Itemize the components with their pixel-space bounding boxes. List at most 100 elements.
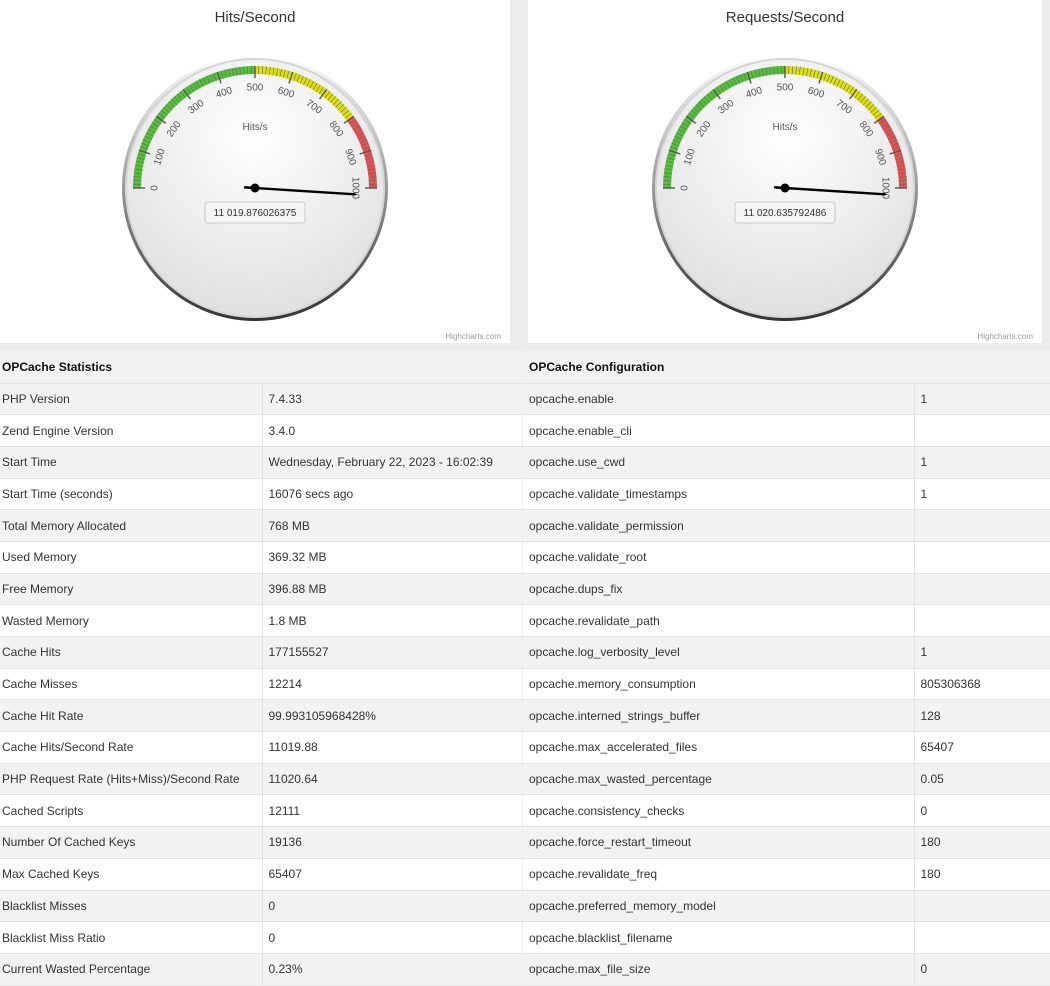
row-key: opcache.validate_timestamps [523, 478, 914, 510]
table-row: opcache.memory_consumption 805306368 [523, 668, 1050, 700]
table-row: Current Wasted Percentage 0.23% [0, 953, 522, 985]
row-key: opcache.max_accelerated_files [523, 732, 914, 764]
gauge-pivot [781, 184, 790, 193]
row-key: Cache Hits/Second Rate [0, 732, 262, 764]
row-value: 16076 secs ago [262, 478, 522, 510]
row-value: 0.05 [914, 763, 1050, 795]
row-value [914, 922, 1050, 954]
table-row: Total Memory Allocated 768 MB [0, 510, 522, 542]
table-row: Free Memory 396.88 MB [0, 573, 522, 605]
table-row: opcache.validate_permission [523, 510, 1050, 542]
hits-per-second-gauge-panel: Hits/Second 0 100 200 300 400 500 600 700 800 900 1… [0, 0, 510, 343]
table-row: Wasted Memory 1.8 MB [0, 605, 522, 637]
table-row: Start Time (seconds) 16076 secs ago [0, 478, 522, 510]
table-row: opcache.max_file_size 0 [523, 953, 1050, 985]
row-key: opcache.enable [523, 383, 914, 415]
row-key: Cache Hit Rate [0, 700, 262, 732]
row-key: opcache.validate_root [523, 541, 914, 573]
table-row: Cache Hits 177155527 [0, 637, 522, 669]
table-row: opcache.validate_timestamps 1 [523, 478, 1050, 510]
row-key: Cached Scripts [0, 795, 262, 827]
table-row: opcache.consistency_checks 0 [523, 795, 1050, 827]
table-row: PHP Request Rate (Hits+Miss)/Second Rate… [0, 763, 522, 795]
row-value [914, 605, 1050, 637]
row-value: 0 [262, 922, 522, 954]
gauge-title: Hits/Second [215, 9, 296, 26]
row-value [914, 415, 1050, 447]
table-row: Zend Engine Version 3.4.0 [0, 415, 522, 447]
row-value: 396.88 MB [262, 573, 522, 605]
row-value [914, 510, 1050, 542]
row-key: Total Memory Allocated [0, 510, 262, 542]
row-value: 0.23% [262, 953, 522, 985]
table-row: opcache.force_restart_timeout 180 [523, 827, 1050, 859]
table-row: opcache.use_cwd 1 [523, 446, 1050, 478]
table-row: Max Cached Keys 65407 [0, 858, 522, 890]
row-key: Start Time [0, 446, 262, 478]
table-row: opcache.preferred_memory_model [523, 890, 1050, 922]
row-key: Cache Hits [0, 637, 262, 669]
gauge-value-label: 11 020.635792486 [744, 208, 827, 219]
row-value: 805306368 [914, 668, 1050, 700]
hits-per-second-gauge: Hits/Second0100200300400 500 6007008009001… [0, 0, 510, 343]
row-value: 65407 [262, 858, 522, 890]
row-key: Zend Engine Version [0, 415, 262, 447]
gauge-tick-label: 500 [777, 83, 794, 94]
row-key: Used Memory [0, 541, 262, 573]
row-key: opcache.enable_cli [523, 415, 914, 447]
row-key: opcache.use_cwd [523, 446, 914, 478]
row-value: 180 [914, 827, 1050, 859]
row-value: 19136 [262, 827, 522, 859]
table-row: opcache.log_verbosity_level 1 [523, 637, 1050, 669]
row-value: 3.4.0 [262, 415, 522, 447]
gauge-title: Requests/Second [726, 9, 844, 26]
row-key: opcache.max_wasted_percentage [523, 763, 914, 795]
table-row: opcache.revalidate_path [523, 605, 1050, 637]
row-key: PHP Version [0, 383, 262, 415]
row-value: 7.4.33 [262, 383, 522, 415]
table-row: Start Time Wednesday, February 22, 2023 -… [0, 446, 522, 478]
table-row: Cache Hits/Second Rate 11019.88 [0, 732, 522, 764]
row-value: 1 [914, 383, 1050, 415]
row-value: 128 [914, 700, 1050, 732]
row-key: Number Of Cached Keys [0, 827, 262, 859]
row-key: opcache.max_file_size [523, 953, 914, 985]
row-key: opcache.revalidate_freq [523, 858, 914, 890]
row-value: 11020.64 [262, 763, 522, 795]
row-key: opcache.interned_strings_buffer [523, 700, 914, 732]
row-value [914, 890, 1050, 922]
row-key: opcache.blacklist_filename [523, 922, 914, 954]
row-key: opcache.consistency_checks [523, 795, 914, 827]
requests-per-second-gauge-panel: Requests/Second 0 100 200 300 400 500 600 700 800… [528, 0, 1042, 343]
row-key: Cache Misses [0, 668, 262, 700]
table-row: Blacklist Miss Ratio 0 [0, 922, 522, 954]
row-value: 1 [914, 637, 1050, 669]
table-row: Number Of Cached Keys 19136 [0, 827, 522, 859]
row-value [914, 573, 1050, 605]
row-value: 11019.88 [262, 732, 522, 764]
table-row: opcache.max_wasted_percentage 0.05 [523, 763, 1050, 795]
row-value: 1 [914, 478, 1050, 510]
table-row: opcache.max_accelerated_files 65407 [523, 732, 1050, 764]
row-value: 12214 [262, 668, 522, 700]
row-value: 177155527 [262, 637, 522, 669]
row-value: 0 [914, 953, 1050, 985]
table-row: opcache.revalidate_freq 180 [523, 858, 1050, 890]
opcache-statistics-table: OPCache Statistics PHP Version 7.4.33 Zend… [0, 351, 522, 986]
highcharts-credit[interactable]: Highcharts.com [977, 332, 1033, 341]
row-value: 12111 [262, 795, 522, 827]
row-value [914, 541, 1050, 573]
table-row: PHP Version 7.4.33 [0, 383, 522, 415]
table-row: Cached Scripts 12111 [0, 795, 522, 827]
gauge-tick-label: 1000 [879, 177, 890, 200]
table-row: opcache.enable_cli [523, 415, 1050, 447]
row-key: Free Memory [0, 573, 262, 605]
table-row: opcache.validate_root [523, 541, 1050, 573]
row-key: Wasted Memory [0, 605, 262, 637]
table-row: Cache Misses 12214 [0, 668, 522, 700]
highcharts-credit[interactable]: Highcharts.com [445, 332, 501, 341]
opcache-configuration-heading: OPCache Configuration [523, 351, 1050, 383]
gauge-unit-label: Hits/s [773, 122, 798, 133]
row-key: opcache.validate_permission [523, 510, 914, 542]
